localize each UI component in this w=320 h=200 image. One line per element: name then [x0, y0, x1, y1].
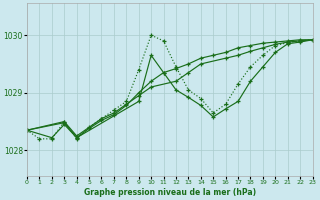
X-axis label: Graphe pression niveau de la mer (hPa): Graphe pression niveau de la mer (hPa)	[84, 188, 256, 197]
